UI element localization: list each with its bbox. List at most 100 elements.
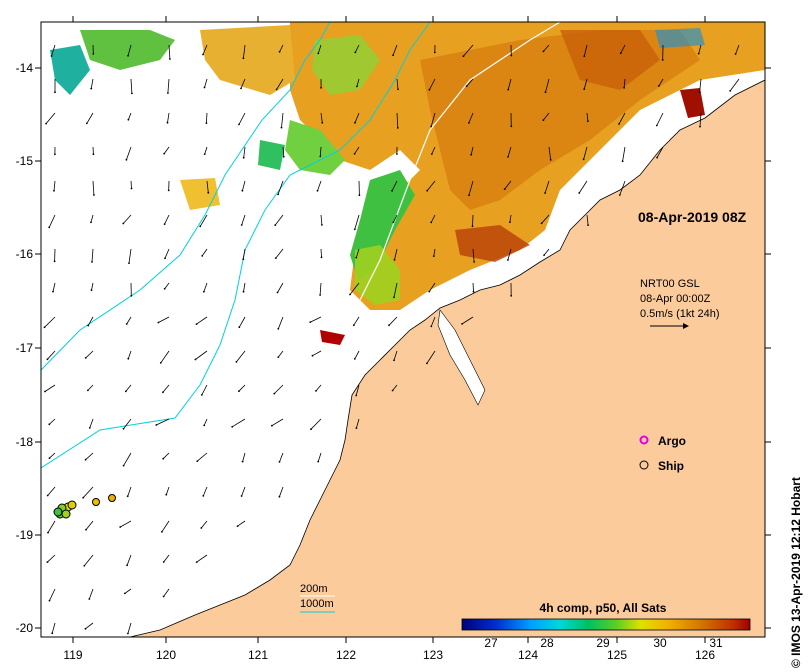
svg-text:-19: -19	[16, 528, 34, 542]
current-vector-head	[201, 255, 204, 257]
current-legend: NRT00 GSL 08-Apr 00:00Z 0.5m/s (1kt 24h)	[640, 278, 719, 329]
current-vector-arrow	[545, 78, 550, 93]
current-vector-head	[92, 53, 95, 55]
current-vector-arrow	[125, 384, 132, 392]
sst-field	[50, 22, 765, 345]
current-vector-head	[90, 221, 92, 224]
y-tick-label: -16	[16, 247, 41, 261]
current-vector-head	[164, 257, 166, 260]
current-vector-arrow	[392, 44, 398, 56]
current-vector-arrow	[356, 418, 360, 429]
colorbar: 4h comp, p50, All Sats 27 28 29 30 31	[461, 601, 751, 650]
map-frame	[40, 21, 766, 638]
current-vector-head	[241, 189, 244, 192]
current-vector-arrow	[236, 350, 246, 363]
current-vector-head	[88, 598, 91, 600]
y-tick-label: -20	[16, 621, 41, 635]
current-vector-arrow	[86, 112, 94, 124]
svg-text:124: 124	[518, 648, 538, 662]
x-tick-label: 122	[336, 637, 356, 662]
current-vector-arrow	[472, 248, 475, 262]
current-vector-arrow	[698, 44, 702, 54]
current-vector-head	[199, 225, 202, 228]
current-vector-arrow	[51, 44, 56, 57]
current-vector-head	[310, 428, 312, 431]
current-vector-arrow	[355, 384, 360, 396]
current-vector-arrow	[202, 486, 208, 497]
colorbar-tick: 28	[540, 636, 554, 650]
current-vector-head	[163, 152, 166, 155]
current-vector-head	[196, 460, 199, 462]
current-vector-arrow	[507, 248, 512, 261]
current-vector-arrow	[354, 146, 360, 155]
current-vector-head	[195, 561, 198, 563]
current-vector-arrow	[87, 384, 94, 391]
current-vector-head	[510, 294, 513, 297]
current-vector-head	[128, 262, 130, 264]
current-vector-head	[619, 52, 622, 55]
current-vector-head	[51, 632, 54, 635]
current-vector-arrow	[317, 452, 322, 462]
y-axis: -14 -15 -16 -17 -18 -19 -20	[16, 61, 771, 635]
current-vector-arrow	[82, 486, 94, 498]
current-vector-head	[470, 153, 473, 156]
current-vector-head	[317, 460, 320, 463]
current-legend-line1: NRT00 GSL	[640, 278, 700, 290]
current-vector-arrow	[53, 180, 56, 191]
current-vector-head	[130, 294, 133, 297]
current-vector-arrow	[274, 384, 284, 394]
current-vector-arrow	[317, 180, 322, 191]
current-vector-arrow	[243, 44, 246, 59]
current-vector-arrow	[543, 44, 550, 52]
current-vector-head	[396, 153, 398, 155]
current-vector-head	[507, 259, 509, 261]
current-vector-arrow	[164, 282, 170, 290]
argo-label: Argo	[658, 434, 686, 448]
current-vector-arrow	[396, 112, 399, 128]
current-vector-arrow	[203, 418, 208, 426]
current-vector-head	[465, 85, 468, 88]
current-vector-arrow	[89, 418, 94, 429]
current-vector-head	[126, 564, 128, 567]
current-vector-arrow	[164, 248, 170, 259]
current-vector-head	[542, 119, 545, 121]
current-vector-arrow	[583, 78, 588, 90]
current-vector-arrow	[201, 384, 208, 396]
current-vector-head	[509, 221, 511, 224]
current-vector-head	[510, 125, 513, 128]
current-vector-head	[235, 361, 238, 363]
current-vector-arrow	[353, 316, 360, 326]
current-vector-arrow	[242, 180, 246, 191]
current-vector-arrow	[431, 146, 436, 155]
current-vector-arrow	[472, 214, 474, 227]
current-vector-arrow	[277, 180, 284, 195]
current-vector-arrow	[277, 316, 284, 329]
current-vector-arrow	[206, 112, 208, 124]
colorbar-tick: 29	[596, 636, 610, 650]
current-vector-head	[157, 321, 160, 324]
current-vector-arrow	[123, 418, 132, 430]
current-vector-arrow	[356, 78, 360, 87]
current-vector-head	[471, 225, 474, 228]
colorbar-tick: 30	[653, 636, 667, 650]
current-vector-arrow	[163, 554, 170, 563]
current-vector-head	[430, 221, 433, 224]
contour-legend: 200m 1000m	[300, 583, 335, 613]
current-vector-arrow	[354, 214, 360, 230]
current-vector-arrow	[161, 520, 170, 533]
svg-text:122: 122	[336, 648, 356, 662]
current-vector-head	[162, 457, 165, 460]
current-vector-arrow	[315, 384, 322, 392]
current-vector-head	[48, 226, 51, 229]
credit-text: © IMOS 13-Apr-2019 12:12 Hobart	[789, 477, 803, 668]
current-vector-head	[162, 391, 164, 394]
current-vector-arrow	[504, 180, 512, 190]
current-vector-head	[166, 121, 169, 124]
current-vector-arrow	[162, 384, 170, 393]
current-vector-head	[397, 88, 399, 91]
current-vector-arrow	[277, 282, 284, 293]
current-vector-head	[200, 394, 203, 396]
current-vector-head	[356, 85, 358, 88]
current-vector-arrow	[541, 214, 550, 224]
current-vector-head	[167, 189, 170, 192]
